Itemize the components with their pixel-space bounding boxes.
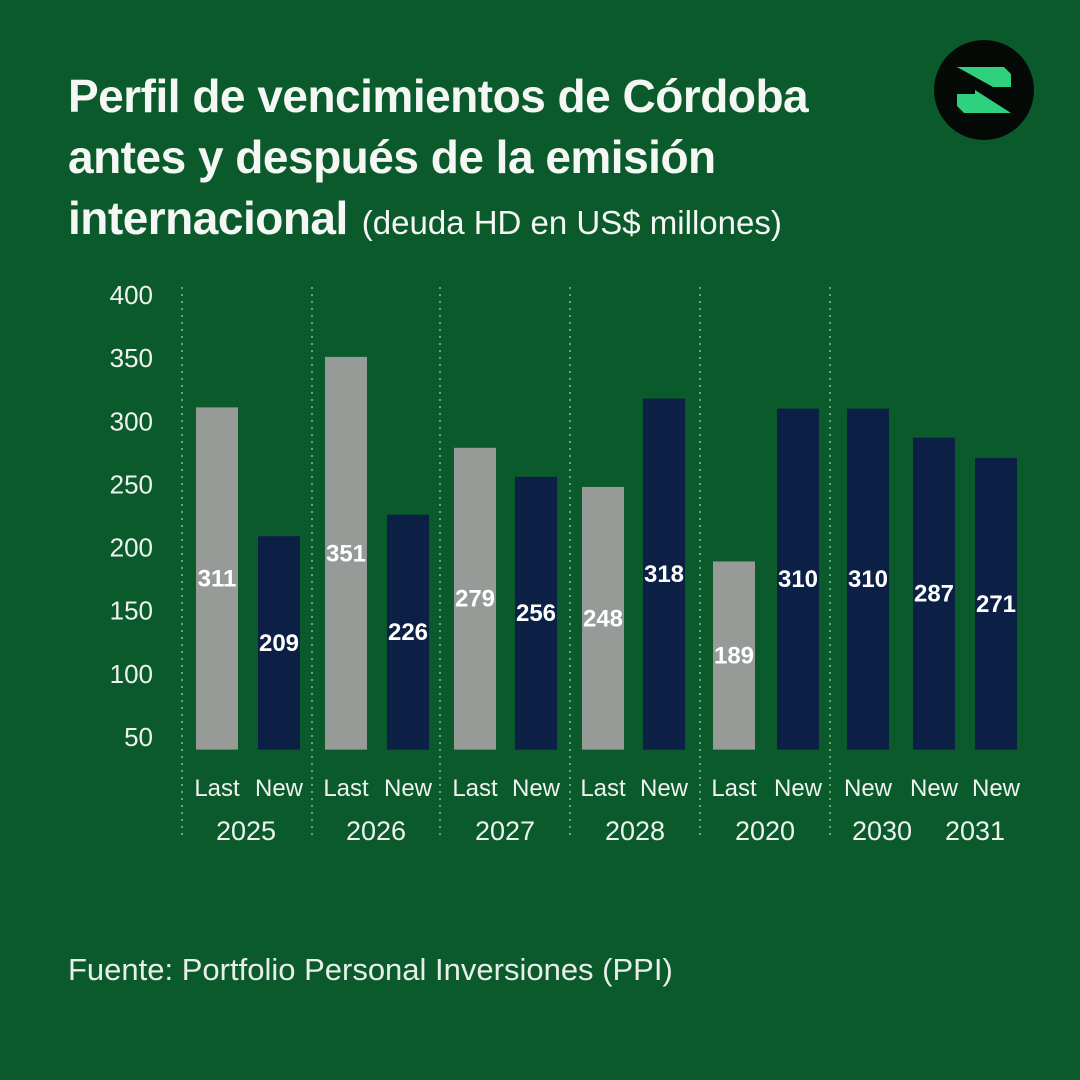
chart-title: Perfil de vencimientos de Córdoba antes … [68,66,928,253]
data-label: 209 [259,630,299,657]
data-label: 310 [848,566,888,593]
bar-new-2026 [387,514,429,750]
x-category-label: Last [194,775,240,802]
x-group-year-label: 2028 [605,816,665,846]
bar-new-2030 [847,408,889,750]
brand-logo-icon [934,40,1034,140]
x-group-year-label: 2026 [346,816,406,846]
data-label: 189 [714,643,754,670]
data-label: 287 [914,581,954,608]
x-category-label: Last [452,775,498,802]
bar-new-2030 [913,437,955,750]
data-label: 248 [583,605,623,632]
bar-last-2020 [713,561,755,750]
bar-last-2025 [196,407,238,750]
data-label: 271 [976,591,1016,618]
bar-new-2020 [777,408,819,750]
title-line-3: internacional [68,192,348,244]
x-category-label: Last [711,775,757,802]
y-tick-label: 250 [110,469,153,499]
x-category-label: New [384,775,433,802]
y-tick-label: 300 [110,406,153,436]
source-note: Fuente: Portfolio Personal Inversiones (… [68,952,673,987]
data-label: 310 [778,566,818,593]
data-label: 351 [326,540,366,567]
y-tick-label: 350 [110,343,153,373]
x-category-label: New [844,775,893,802]
bar-new-2025 [258,536,300,750]
title-line-1: Perfil de vencimientos de Córdoba [68,70,809,122]
x-group-year-label: 2020 [735,816,795,846]
x-group-year-label: 2030 [852,816,912,846]
data-label: 256 [516,600,556,627]
y-tick-label: 50 [124,722,153,752]
bar-new-2028 [643,398,685,750]
x-category-label: New [640,775,689,802]
bar-new-2027 [515,476,557,750]
bar-last-2027 [454,447,496,750]
data-label: 279 [455,586,495,613]
x-category-label: New [910,775,959,802]
x-group-year-label: 2031 [945,816,1005,846]
bar-new-2031 [975,457,1017,750]
x-category-label: Last [580,775,626,802]
bar-last-2028 [582,486,624,750]
y-tick-label: 200 [110,533,153,563]
data-label: 318 [644,561,684,588]
x-group-year-label: 2025 [216,816,276,846]
data-label: 226 [388,619,428,646]
chart-subtitle: (deuda HD en US$ millones) [361,204,782,241]
y-tick-label: 100 [110,659,153,689]
x-category-label: New [255,775,304,802]
x-category-label: New [512,775,561,802]
x-group-year-label: 2027 [475,816,535,846]
x-category-label: Last [323,775,369,802]
bar-last-2026 [325,356,367,750]
data-label: 311 [198,566,237,593]
y-tick-label: 150 [110,596,153,626]
y-tick-label: 400 [110,280,153,310]
x-category-label: New [774,775,823,802]
x-category-label: New [972,775,1021,802]
title-line-2: antes y después de la emisión [68,131,716,183]
